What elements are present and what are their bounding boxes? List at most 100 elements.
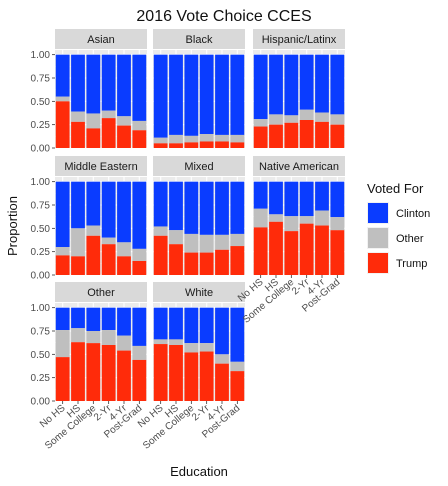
bar-other [299,109,314,120]
bar-trump [169,345,183,401]
legend-label: Trump [396,258,427,270]
bar-clinton [269,181,283,215]
y-tick-label: 0.50 [31,97,51,108]
bar-trump [169,244,183,275]
y-tick-label: 0.25 [31,373,51,384]
bar-clinton [86,307,101,331]
y-tick-label: 0.75 [31,201,51,212]
bar-clinton [117,181,131,243]
bar-clinton [169,54,183,135]
bar-clinton [153,181,168,227]
bar-clinton [253,54,268,120]
bar-clinton [153,307,168,340]
bar-clinton [153,54,168,138]
bar-trump [215,249,229,275]
bar-trump [284,122,299,148]
bar-other [215,354,229,364]
legend-swatch-other [368,228,388,248]
y-tick-label: 1.00 [31,303,51,314]
legend-swatch-clinton [368,203,388,223]
bar-clinton [71,307,85,329]
bar-other [184,135,199,143]
facet-strip [253,156,345,176]
bar-other [132,345,147,360]
bar-other [117,335,131,351]
bar-clinton [315,181,329,211]
bar-other [153,226,168,236]
bar-clinton [86,54,101,114]
bar-other [71,228,85,257]
bar-trump [330,124,345,148]
bar-trump [153,344,168,401]
y-tick-label: 0.50 [31,224,51,235]
bar-clinton [299,54,314,110]
facet-label: White [185,287,213,299]
bar-other [330,114,345,125]
facet-strip [253,29,345,49]
bar-other [315,210,329,226]
bar-trump [117,350,131,401]
bar-other [132,120,147,131]
bar-trump [184,352,199,401]
bar-trump [117,125,131,148]
bar-trump [55,101,70,148]
bar-trump [71,121,85,148]
bar-trump [132,261,147,275]
facet-label: Black [186,34,213,46]
bar-trump [253,227,268,275]
bar-trump [169,143,183,148]
bar-other [86,331,101,344]
bar-other [153,137,168,144]
bar-trump [101,345,116,401]
legend-title: Voted For [367,181,424,196]
bar-clinton [71,54,85,112]
bar-other [199,343,214,352]
bar-trump [315,121,329,148]
bar-other [253,119,268,127]
bar-trump [101,244,116,275]
facet-hispanic-latinx: Hispanic/Latinx [253,29,345,149]
bar-clinton [55,54,70,97]
bar-trump [71,256,85,275]
bar-trump [55,357,70,401]
bar-other [101,110,116,119]
bar-trump [184,252,199,275]
bar-clinton [330,54,345,115]
bar-trump [315,225,329,275]
bar-other [71,328,85,343]
bar-trump [153,143,168,148]
bar-trump [55,255,70,275]
bar-clinton [299,181,314,217]
bar-clinton [55,307,70,331]
bar-other [269,214,283,222]
bar-trump [132,359,147,401]
bar-other [284,216,299,232]
x-axis-title: Education [170,464,228,479]
bar-clinton [101,181,116,238]
bar-other [117,116,131,126]
bar-other [184,343,199,353]
bar-trump [269,221,283,275]
bar-clinton [215,181,229,235]
bar-clinton [117,307,131,336]
bar-other [117,242,131,257]
facet-white: White [153,282,245,402]
facet-middle-eastern: Middle Eastern 0.00 0.25 0.50 0.75 1.00 [31,156,147,282]
facet-strip [55,29,147,49]
bar-clinton [71,181,85,229]
bar-other [86,225,101,236]
bar-other [153,339,168,345]
facet-label: Mixed [184,161,213,173]
bar-trump [199,141,214,148]
bar-other [55,96,70,102]
bar-clinton [253,181,268,209]
facet-label: Middle Eastern [64,161,137,173]
bar-other [169,134,183,144]
bar-clinton [132,54,147,121]
bar-trump [86,343,101,401]
bar-other [55,330,70,358]
bar-other [199,134,214,142]
bar-trump [330,230,345,275]
y-tick-label: 1.00 [31,50,51,61]
